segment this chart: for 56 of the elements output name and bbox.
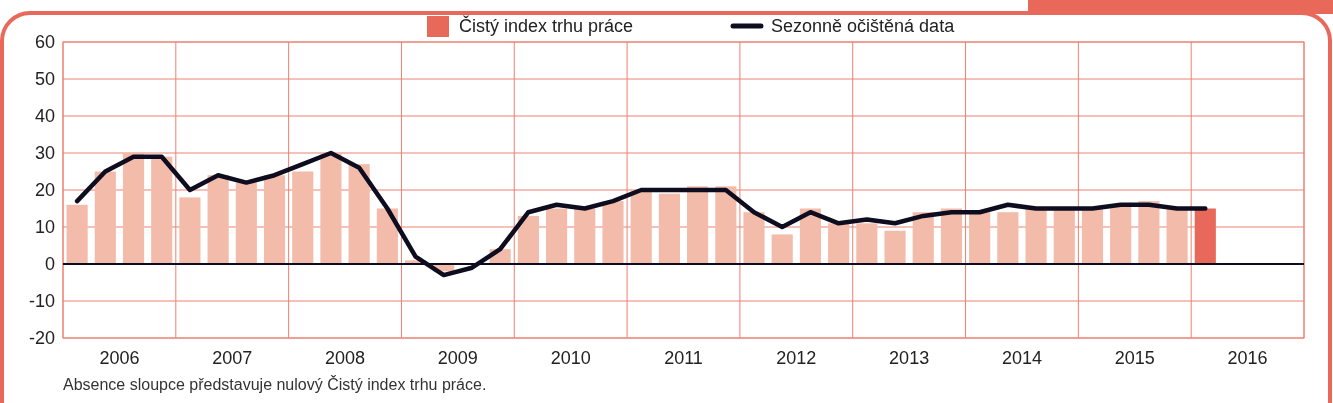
bar	[122, 153, 145, 264]
bar	[1053, 208, 1075, 264]
bar	[235, 182, 257, 264]
bar	[771, 234, 793, 264]
y-tick-label: 50	[34, 69, 55, 90]
bar	[348, 164, 370, 264]
x-tick-label: 2011	[664, 348, 703, 368]
bar	[94, 171, 116, 264]
x-tick-label: 2013	[889, 348, 930, 368]
bar	[320, 153, 342, 264]
y-tick-label: 30	[34, 143, 55, 164]
bar	[1025, 208, 1047, 264]
x-tick-label: 2015	[1114, 348, 1155, 368]
bar	[687, 186, 709, 264]
text: Absence sloupce představuje nulový Čistý index trhu práce.	[63, 375, 487, 393]
bar	[1194, 208, 1216, 264]
x-tick-label: 2010	[550, 348, 591, 368]
bar	[546, 208, 568, 264]
y-tick-label: 0	[44, 254, 55, 275]
y-tick-label: 60	[34, 32, 55, 53]
bar	[207, 175, 229, 264]
bar	[1110, 204, 1132, 264]
y-tick-label: -10	[28, 291, 55, 312]
x-tick-label: 2016	[1227, 348, 1268, 368]
x-tick-label: 2014	[1001, 348, 1042, 368]
bar	[856, 223, 878, 264]
legend-label: Sezonně očištěná data	[771, 16, 956, 37]
bar	[743, 212, 765, 264]
bar	[602, 201, 624, 264]
bar	[66, 204, 88, 264]
legend-label: Čistý index trhu práce	[459, 15, 634, 37]
y-tick-label: -20	[28, 328, 55, 349]
bar	[1081, 208, 1104, 264]
bar	[630, 190, 652, 264]
bar	[151, 156, 173, 264]
bar	[574, 208, 596, 264]
bar	[517, 215, 539, 264]
bar	[1138, 201, 1160, 264]
x-tick-label: 2006	[99, 348, 140, 368]
bar	[292, 171, 314, 264]
y-tick-label: 10	[34, 217, 55, 238]
x-tick-label: 2009	[437, 348, 478, 368]
x-tick-label: 2012	[776, 348, 817, 368]
bar	[828, 223, 850, 264]
bar	[1166, 208, 1188, 264]
y-tick-label: 20	[34, 180, 55, 201]
bar	[715, 186, 737, 264]
bar	[658, 193, 680, 264]
x-tick-label: 2008	[325, 348, 366, 368]
bar	[179, 197, 201, 264]
x-tick-label: 2007	[212, 348, 253, 368]
bar	[969, 212, 991, 264]
bar	[884, 230, 906, 264]
bar	[263, 175, 286, 264]
bar	[997, 212, 1019, 264]
y-tick-label: 40	[34, 106, 55, 127]
